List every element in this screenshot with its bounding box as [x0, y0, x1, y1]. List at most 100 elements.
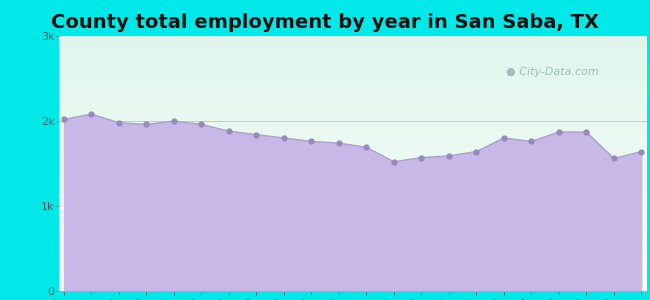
Bar [58, 38, 647, 39]
Bar [58, 84, 647, 85]
Bar [58, 226, 647, 228]
Bar [58, 123, 647, 124]
Bar [58, 211, 647, 213]
Bar [58, 143, 647, 145]
Bar [58, 216, 647, 218]
Bar [58, 254, 647, 255]
Bar [58, 288, 647, 289]
Bar [58, 130, 647, 131]
Bar [58, 221, 647, 223]
Bar [58, 112, 647, 114]
Bar [58, 192, 647, 194]
Bar [58, 150, 647, 152]
Bar [58, 46, 647, 48]
Bar [58, 252, 647, 254]
Bar [58, 58, 647, 60]
Bar [58, 248, 647, 250]
Bar [58, 61, 647, 63]
Bar [58, 118, 647, 119]
Bar [58, 104, 647, 106]
Bar [58, 194, 647, 196]
Bar [58, 157, 647, 158]
Bar [58, 197, 647, 199]
Bar [58, 92, 647, 94]
Bar [58, 233, 647, 235]
Bar [58, 82, 647, 84]
Bar [58, 271, 647, 272]
Bar [58, 63, 647, 65]
Bar [58, 70, 647, 72]
Bar [58, 106, 647, 107]
Bar [58, 255, 647, 257]
Bar [58, 138, 647, 140]
Bar [58, 97, 647, 99]
Bar [58, 126, 647, 128]
Text: County total employment by year in San Saba, TX: County total employment by year in San S… [51, 14, 599, 32]
Bar [58, 170, 647, 172]
Bar [58, 238, 647, 240]
Bar [58, 274, 647, 276]
Bar [58, 75, 647, 77]
Bar [58, 225, 647, 226]
Bar [58, 189, 647, 191]
Bar [58, 214, 647, 216]
Bar [58, 177, 647, 179]
Bar [58, 187, 647, 189]
Bar [58, 141, 647, 143]
Bar [58, 55, 647, 56]
Bar [58, 43, 647, 44]
Bar [58, 50, 647, 51]
Bar [58, 85, 647, 87]
Bar [58, 186, 647, 187]
Bar [58, 286, 647, 288]
Bar [58, 131, 647, 133]
Bar [58, 72, 647, 74]
Bar [58, 278, 647, 279]
Bar [58, 182, 647, 184]
Bar [58, 266, 647, 267]
Bar [58, 230, 647, 232]
Bar [58, 90, 647, 92]
Bar [58, 191, 647, 192]
Bar [58, 184, 647, 186]
Bar [58, 107, 647, 109]
Bar [58, 136, 647, 138]
Bar [58, 114, 647, 116]
Bar [58, 89, 647, 90]
Text: ● City-Data.com: ● City-Data.com [506, 67, 598, 76]
Bar [58, 124, 647, 126]
Bar [58, 284, 647, 286]
Bar [58, 196, 647, 197]
Bar [58, 262, 647, 264]
Bar [58, 242, 647, 243]
Bar [58, 162, 647, 164]
Bar [58, 259, 647, 260]
Bar [58, 243, 647, 245]
Bar [58, 237, 647, 238]
Bar [58, 172, 647, 174]
Bar [58, 223, 647, 225]
Bar [58, 146, 647, 148]
Bar [58, 119, 647, 121]
Bar [58, 44, 647, 46]
Bar [58, 218, 647, 220]
Bar [58, 260, 647, 262]
Bar [58, 95, 647, 97]
Bar [58, 279, 647, 281]
Bar [58, 167, 647, 169]
Bar [58, 111, 647, 112]
Bar [58, 121, 647, 123]
Bar [58, 235, 647, 237]
Bar [58, 80, 647, 82]
Bar [58, 39, 647, 41]
Bar [58, 158, 647, 160]
Bar [58, 269, 647, 271]
Bar [58, 213, 647, 214]
Bar [58, 48, 647, 50]
Bar [58, 289, 647, 291]
Bar [58, 276, 647, 278]
Bar [58, 264, 647, 266]
Bar [58, 228, 647, 230]
Bar [58, 209, 647, 211]
Bar [58, 36, 647, 38]
